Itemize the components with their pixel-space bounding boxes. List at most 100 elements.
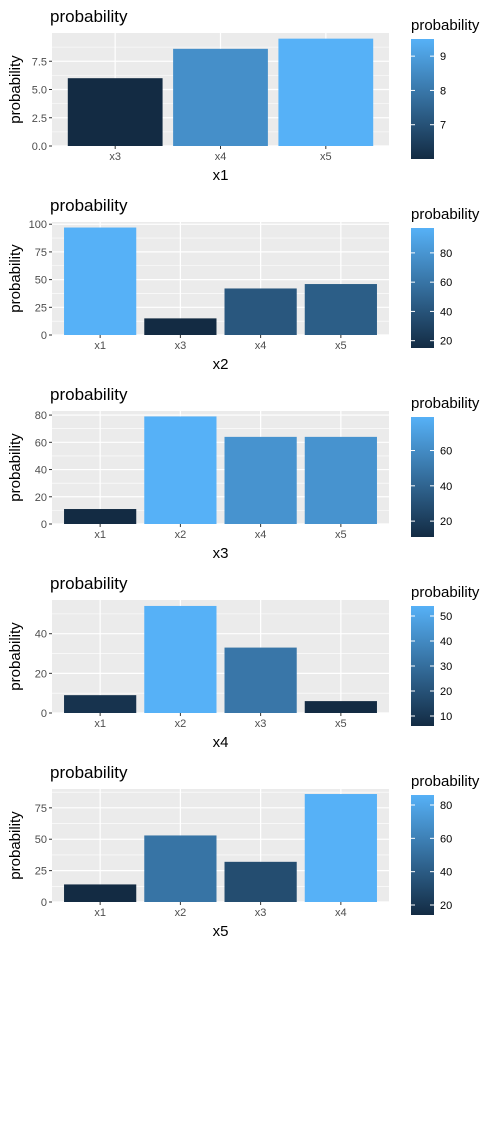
bar-x2 bbox=[144, 605, 217, 713]
bar-x1 bbox=[64, 509, 137, 524]
legend-title: probability bbox=[411, 206, 480, 223]
x-tick-label: x2 bbox=[175, 718, 187, 730]
y-axis-label: probability bbox=[7, 622, 24, 691]
bar-x4 bbox=[224, 436, 297, 524]
legend-tick-label: 9 bbox=[440, 51, 446, 63]
bar-x1 bbox=[64, 227, 137, 335]
y-tick-label: 50 bbox=[35, 275, 47, 287]
x-tick-label: x2 bbox=[175, 907, 187, 919]
x-tick-label: x3 bbox=[109, 151, 121, 163]
x-tick-label: x4 bbox=[255, 529, 267, 541]
x-tick-label: x1 bbox=[94, 529, 106, 541]
legend-tick-label: 30 bbox=[440, 661, 452, 673]
legend-tick-label: 40 bbox=[440, 481, 452, 493]
legend-tick-label: 60 bbox=[440, 833, 452, 845]
y-tick-label: 7.5 bbox=[32, 56, 47, 68]
x-tick-label: x4 bbox=[335, 907, 347, 919]
legend-tick-label: 20 bbox=[440, 900, 452, 912]
plot-panel bbox=[52, 600, 389, 713]
y-tick-label: 75 bbox=[35, 803, 47, 815]
y-tick-label: 20 bbox=[35, 668, 47, 680]
x-tick-label: x3 bbox=[175, 340, 187, 352]
x-axis-label: x3 bbox=[213, 545, 229, 562]
y-tick-label: 60 bbox=[35, 437, 47, 449]
legend-colorbar bbox=[411, 417, 434, 537]
legend-tick-label: 40 bbox=[440, 636, 452, 648]
bar-x4 bbox=[304, 794, 377, 902]
chart-1: probability 0.0 2.5 5.0 7.5 x3 x4 x5 x1 probabili… bbox=[7, 7, 480, 184]
y-tick-label: 75 bbox=[35, 247, 47, 259]
bar-x5 bbox=[304, 284, 377, 335]
bar-x1 bbox=[64, 884, 137, 902]
bar-x2 bbox=[144, 835, 217, 902]
y-tick-label: 20 bbox=[35, 492, 47, 504]
x-tick-label: x4 bbox=[215, 151, 227, 163]
x-tick-label: x4 bbox=[255, 340, 267, 352]
chart-2: probability 0 25 50 75 100 x1 x3 x4 x5 x2 probabili… bbox=[7, 196, 480, 373]
y-tick-label: 0 bbox=[41, 897, 47, 909]
x-tick-label: x1 bbox=[94, 718, 106, 730]
legend-tick-label: 40 bbox=[440, 867, 452, 879]
y-axis-label: probability bbox=[7, 244, 24, 313]
legend-title: probability bbox=[411, 584, 480, 601]
x-axis-label: x5 bbox=[213, 923, 229, 940]
bar-x5 bbox=[278, 38, 374, 146]
x-tick-label: x5 bbox=[335, 340, 347, 352]
x-axis-label: x2 bbox=[213, 356, 229, 373]
bar-x5 bbox=[304, 436, 377, 524]
bar-x3 bbox=[224, 861, 297, 902]
legend-tick-label: 40 bbox=[440, 306, 452, 318]
legend-tick-label: 20 bbox=[440, 336, 452, 348]
chart-title: probability bbox=[50, 574, 128, 593]
legend-tick-label: 20 bbox=[440, 686, 452, 698]
legend-title: probability bbox=[411, 395, 480, 412]
chart-title: probability bbox=[50, 7, 128, 26]
y-tick-label: 40 bbox=[35, 465, 47, 477]
legend-tick-label: 60 bbox=[440, 446, 452, 458]
y-tick-label: 40 bbox=[35, 629, 47, 641]
legend-colorbar bbox=[411, 795, 434, 915]
x-tick-label: x3 bbox=[255, 718, 267, 730]
bar-x4 bbox=[173, 48, 268, 146]
x-tick-label: x5 bbox=[335, 718, 347, 730]
x-tick-label: x1 bbox=[94, 907, 106, 919]
y-axis-label: probability bbox=[7, 55, 24, 124]
y-tick-label: 0.0 bbox=[32, 141, 47, 153]
y-axis-label: probability bbox=[7, 433, 24, 502]
legend-tick-label: 7 bbox=[440, 120, 446, 132]
x-tick-label: x2 bbox=[175, 529, 187, 541]
y-tick-label: 25 bbox=[35, 866, 47, 878]
legend-tick-label: 80 bbox=[440, 248, 452, 260]
y-tick-label: 5.0 bbox=[32, 85, 47, 97]
y-tick-label: 100 bbox=[29, 219, 47, 231]
x-axis-label: x4 bbox=[213, 734, 229, 751]
chart-4: probability 0 20 40 x1 x2 x3 x5 x4 probability pro… bbox=[7, 574, 480, 751]
x-tick-label: x1 bbox=[94, 340, 106, 352]
chart-3: probability 0 20 40 60 80 x1 x2 x4 x5 x3 probabilit… bbox=[7, 385, 480, 562]
x-tick-label: x3 bbox=[255, 907, 267, 919]
y-tick-label: 0 bbox=[41, 330, 47, 342]
bar-x2 bbox=[144, 416, 217, 524]
legend-title: probability bbox=[411, 773, 480, 790]
x-tick-label: x5 bbox=[320, 151, 332, 163]
chart-title: probability bbox=[50, 196, 128, 215]
legend-title: probability bbox=[411, 17, 480, 34]
bar-x3 bbox=[224, 647, 297, 713]
bar-x3 bbox=[67, 78, 163, 146]
y-tick-label: 0 bbox=[41, 708, 47, 720]
legend-colorbar bbox=[411, 606, 434, 726]
legend-tick-label: 60 bbox=[440, 277, 452, 289]
y-tick-label: 50 bbox=[35, 834, 47, 846]
bar-x1 bbox=[64, 695, 137, 713]
bar-x5 bbox=[304, 701, 377, 713]
legend-tick-label: 80 bbox=[440, 800, 452, 812]
legend-colorbar bbox=[411, 39, 434, 159]
chart-title: probability bbox=[50, 385, 128, 404]
chart-title: probability bbox=[50, 763, 128, 782]
y-tick-label: 2.5 bbox=[32, 113, 47, 125]
y-axis-label: probability bbox=[7, 811, 24, 880]
x-tick-label: x5 bbox=[335, 529, 347, 541]
bar-x4 bbox=[224, 288, 297, 335]
legend-colorbar bbox=[411, 228, 434, 348]
